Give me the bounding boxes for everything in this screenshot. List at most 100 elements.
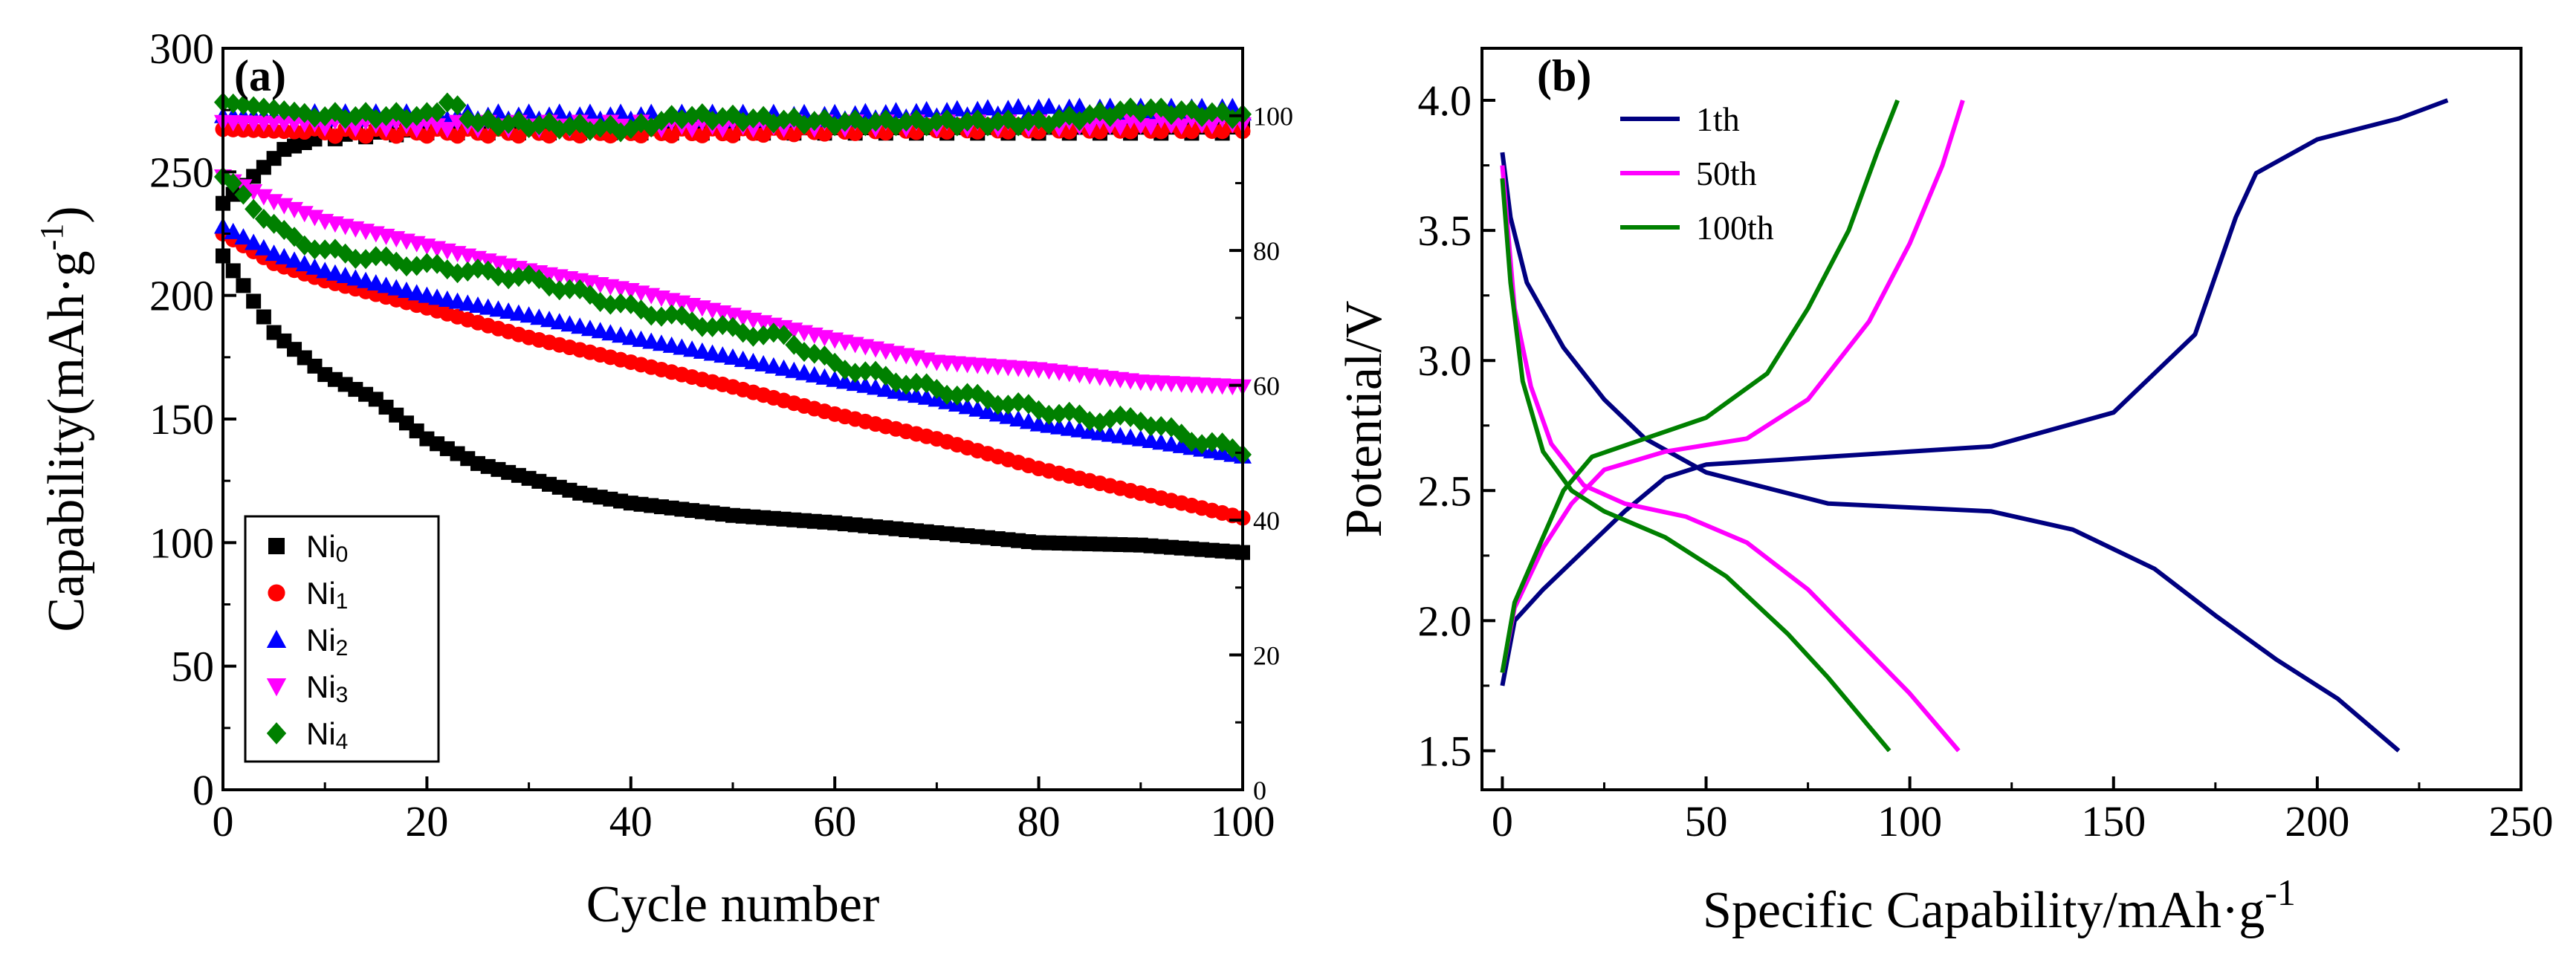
capacity-point: [479, 298, 497, 315]
capacity-point: [612, 293, 630, 314]
legend-marker: [268, 584, 285, 602]
capacity-point: [256, 309, 271, 325]
efficiency-point: [1122, 112, 1140, 129]
capacity-point: [366, 274, 385, 291]
y-tick-label: 150: [149, 395, 214, 444]
capacity-point: [438, 290, 456, 307]
capacity-point: [632, 330, 650, 347]
efficiency-point: [316, 120, 334, 137]
capacity-point: [713, 346, 732, 363]
efficiency-point: [428, 102, 447, 123]
capacity-point: [826, 370, 844, 387]
chart-a-panel-label: (a): [234, 51, 286, 100]
capacity-point: [907, 372, 925, 393]
chart-panel-a: 0 20 40 60 80 1000501001502002503000204060801…: [33, 25, 1293, 933]
y2-tick-label: 80: [1253, 236, 1280, 266]
capacity-point: [601, 324, 620, 341]
capacity-point: [234, 228, 253, 245]
capacity-point: [305, 239, 324, 260]
y-tick-label: 100: [149, 519, 214, 567]
y-tick-label: 0: [192, 766, 214, 814]
chart-b-x-axis-title: Specific Capability/mAh·g-1: [1703, 871, 2296, 939]
capacity-point: [489, 300, 508, 317]
capacity-point: [295, 255, 314, 272]
capacity-point: [305, 258, 324, 275]
efficiency-point: [254, 97, 273, 118]
efficiency-point: [1172, 118, 1191, 135]
legend-marker: [266, 678, 287, 697]
efficiency-point: [438, 122, 456, 139]
capacity-point: [774, 359, 793, 376]
curve-1th-charge: [1500, 98, 2449, 687]
x-tick-label: 150: [2081, 797, 2146, 845]
x-tick-label: 100: [1877, 797, 1942, 845]
legend-marker: [268, 538, 285, 554]
chart-a-y-axis-title-sup: -1: [33, 224, 70, 251]
capacity-point: [550, 313, 569, 330]
capacity-point: [591, 322, 609, 339]
legend-marker: [266, 722, 287, 744]
curve-50th-charge: [1500, 100, 1965, 673]
y-tick-label: 50: [171, 643, 214, 691]
capacity-point: [540, 311, 559, 328]
legend-label: Ni3: [306, 669, 348, 707]
x-tick-label: 0: [1492, 797, 1513, 845]
capacity-point: [988, 395, 1007, 415]
efficiency-point: [1203, 117, 1221, 134]
chart-b-ticks: 0 50 100 150 200 250 1.5 2.0 2.5 3.0 3.5 4.0: [1418, 77, 2554, 845]
legend-label: 100th: [1696, 209, 1774, 247]
capacity-point: [805, 366, 823, 383]
capacity-point: [917, 388, 936, 405]
capacity-point: [245, 233, 263, 250]
capacity-point: [236, 278, 251, 293]
efficiency-point: [265, 99, 283, 120]
curve-1th-discharge: [1500, 152, 2401, 753]
capacity-point: [418, 286, 436, 303]
capacity-point: [612, 326, 630, 343]
capacity-point: [642, 332, 661, 349]
efficiency-point: [285, 101, 304, 122]
capacity-point: [693, 342, 711, 359]
capacity-point: [326, 264, 344, 281]
efficiency-point: [887, 102, 905, 119]
x-tick-label: 50: [1685, 797, 1728, 845]
capacity-point: [1009, 410, 1028, 426]
capacity-point: [224, 172, 242, 193]
series-ni1: [215, 117, 1251, 526]
y-tick-label: 250: [149, 148, 214, 196]
x-tick-label: 200: [2285, 797, 2349, 845]
capacity-point: [1019, 412, 1038, 429]
efficiency-point: [224, 93, 242, 114]
chart-a-x-axis-title: Cycle number: [586, 876, 880, 933]
capacity-point: [673, 338, 691, 355]
capacity-point: [520, 306, 538, 323]
y2-tick-label: 40: [1253, 506, 1280, 536]
capacity-point: [397, 256, 415, 277]
capacity-point: [724, 348, 742, 365]
chart-b-x-axis-title-sup: -1: [2265, 871, 2296, 913]
efficiency-point: [346, 120, 365, 137]
x-tick-label: 250: [2489, 797, 2554, 845]
capacity-point: [785, 361, 803, 378]
y-tick-label: 2.5: [1418, 467, 1472, 515]
capacity-point: [907, 386, 925, 403]
efficiency-point: [377, 121, 395, 138]
capacity-point: [550, 280, 569, 301]
capacity-point: [428, 288, 447, 305]
capacity-point: [560, 315, 579, 332]
capacity-point: [938, 384, 957, 405]
legend-label: Ni0: [306, 529, 348, 567]
capacity-point: [979, 403, 997, 420]
capacity-point: [867, 378, 885, 395]
capacity-point: [397, 282, 415, 299]
capacity-point: [958, 397, 977, 415]
y-tick-label: 300: [149, 25, 214, 73]
curve-100th-discharge: [1500, 178, 1891, 753]
capacity-point: [958, 383, 977, 403]
capacity-point: [1152, 416, 1171, 437]
capacity-point: [774, 325, 793, 345]
capacity-point: [245, 198, 263, 219]
y-tick-label: 200: [149, 272, 214, 320]
y2-tick-label: 20: [1253, 641, 1280, 671]
capacity-point: [1203, 432, 1221, 452]
